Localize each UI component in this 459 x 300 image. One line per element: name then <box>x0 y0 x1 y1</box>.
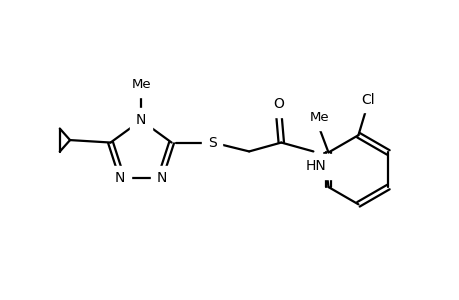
Text: S: S <box>207 136 216 149</box>
Text: N: N <box>115 171 125 185</box>
Text: N: N <box>135 113 146 128</box>
Text: HN: HN <box>305 159 325 173</box>
Text: Me: Me <box>309 111 329 124</box>
Text: N: N <box>157 171 167 185</box>
Text: O: O <box>273 97 284 111</box>
Text: Me: Me <box>131 78 151 91</box>
Text: Cl: Cl <box>361 93 374 106</box>
